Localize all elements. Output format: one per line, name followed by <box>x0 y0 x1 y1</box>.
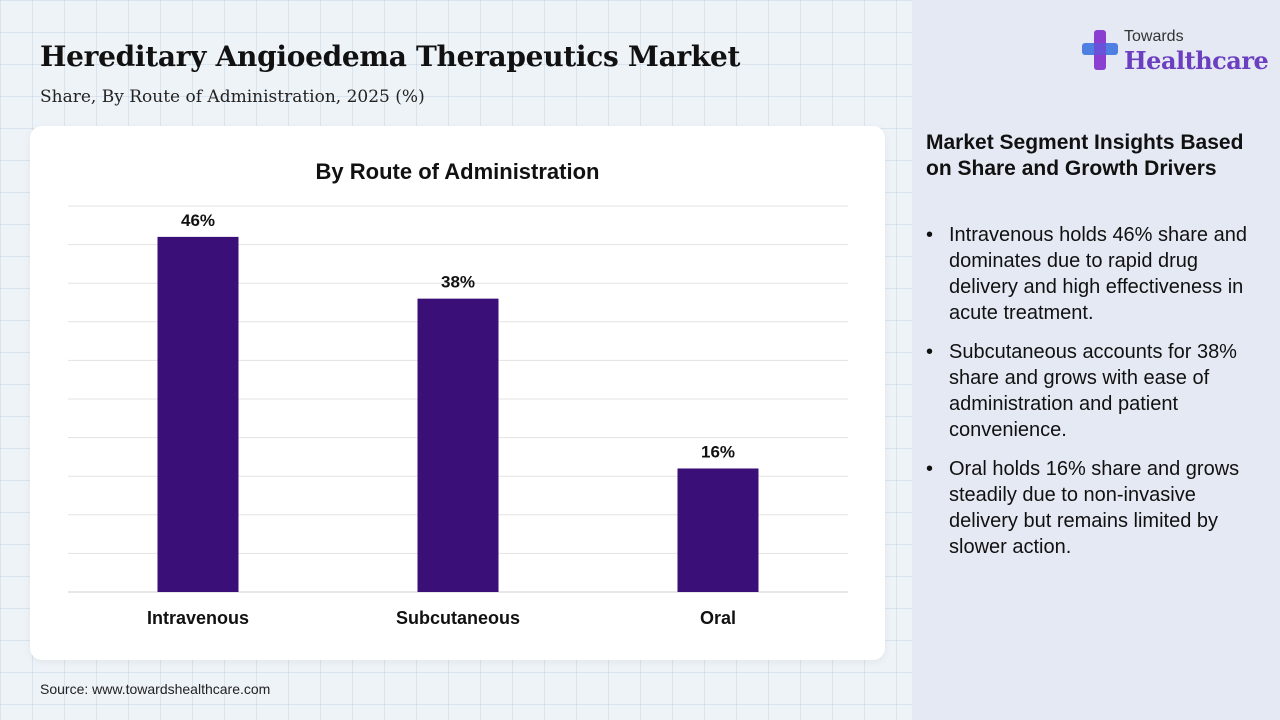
cross-plus-icon <box>1082 30 1118 70</box>
chart-title: By Route of Administration <box>315 159 600 184</box>
bar-oral <box>677 468 759 592</box>
bar-intravenous <box>157 236 239 592</box>
page-title: Hereditary Angioedema Therapeutics Marke… <box>40 40 741 73</box>
source-note: Source: www.towardshealthcare.com <box>40 681 271 697</box>
insights-panel <box>912 0 1280 720</box>
insights-title: Market Segment Insights Based on Share a… <box>926 131 1244 180</box>
x-tick-label: Intravenous <box>147 608 249 628</box>
data-label: 46% <box>181 211 215 230</box>
data-label: 16% <box>701 442 735 461</box>
insight-text: Intravenous holds 46% share and dominate… <box>949 224 1247 324</box>
insight-item: • Intravenous holds 46% share and dominat… <box>926 224 1247 324</box>
insights-list: • Intravenous holds 46% share and dominat… <box>926 222 1256 573</box>
x-tick-label: Oral <box>700 608 736 628</box>
page-subtitle: Share, By Route of Administration, 2025 … <box>40 87 425 107</box>
logo-text-towards: Towards <box>1124 28 1184 45</box>
chart-card: By Route of Administration 46% Intravenou… <box>30 126 885 660</box>
insight-text: Oral holds 16% share and grows steadily … <box>949 458 1240 558</box>
data-label: 38% <box>441 273 475 292</box>
insight-text: Subcutaneous accounts for 38% share and … <box>949 341 1237 441</box>
x-tick-label: Subcutaneous <box>396 608 520 628</box>
bar-subcutaneous <box>417 298 499 592</box>
brand-logo: Towards Healthcare <box>1080 28 1269 78</box>
insight-item: • Subcutaneous accounts for 38% share and… <box>926 341 1237 441</box>
bar-chart: 46% Intravenous 38% Subcutaneous 16% Oral <box>68 205 848 628</box>
logo-text-healthcare: Healthcare <box>1124 46 1269 75</box>
insight-item: • Oral holds 16% share and grows steadily… <box>926 458 1240 558</box>
